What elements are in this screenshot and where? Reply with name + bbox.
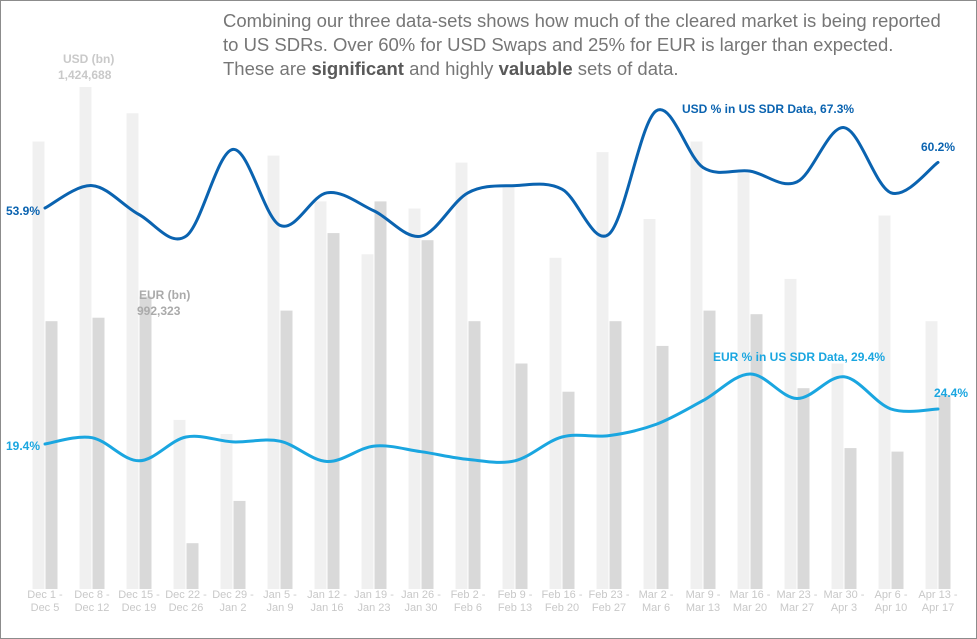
usd-bar-11: [502, 187, 515, 590]
usd-bar-18: [831, 363, 844, 589]
eur-bar-5: [233, 500, 246, 589]
eur-bar-7: [327, 233, 340, 589]
eur-bar-4: [186, 543, 199, 589]
usd-bar-20: [925, 321, 938, 589]
usd-bar-9: [408, 208, 421, 589]
usd-bar-6: [267, 155, 280, 589]
eur-bar-20: [938, 395, 951, 589]
usd-bar-3: [126, 113, 139, 590]
usd-bar-8: [361, 254, 374, 590]
eur-pct-line: [43, 372, 940, 464]
x-tick-label-1: Dec 1 -Dec 5: [27, 589, 63, 614]
x-tick-label-11: Feb 9 -Feb 13: [498, 589, 533, 614]
x-tick-label-12: Feb 16 -Feb 20: [542, 589, 583, 614]
caption-part-1: Combining our three data-sets shows how …: [223, 10, 941, 79]
eur-bar-19: [891, 451, 904, 589]
x-tick-label-4: Dec 22 -Dec 26: [165, 589, 207, 614]
x-tick-label-18: Mar 30 -Apr 3: [824, 589, 865, 614]
eur-bar-14: [656, 345, 669, 589]
x-tick-label-20: Apr 13 -Apr 17: [918, 589, 957, 614]
usd-bar-16: [737, 173, 750, 589]
eur-bar-15: [703, 310, 716, 589]
usd-line-end-label: 60.2%: [921, 140, 955, 154]
x-tick-label-7: Jan 12 -Jan 16: [307, 589, 347, 614]
usd-bar-peak-value: 1,424,688: [58, 68, 112, 82]
bar-layer: [32, 87, 951, 590]
eur-bar-11: [515, 363, 528, 589]
eur-bar-3: [139, 296, 152, 589]
eur-bar-18: [844, 448, 857, 589]
usd-bar-12: [549, 257, 562, 589]
eur-bar-13: [609, 321, 622, 589]
usd-bar-15: [690, 141, 703, 589]
x-tick-label-15: Mar 9 -Mar 13: [686, 589, 721, 614]
eur-bar-1: [45, 321, 58, 589]
chart-caption: Combining our three data-sets shows how …: [223, 9, 943, 81]
usd-bar-1: [32, 141, 45, 589]
usd-bar-2: [79, 87, 92, 589]
usd-bar-7: [314, 201, 327, 589]
eur-bar-6: [280, 310, 293, 589]
x-tick-label-19: Apr 6 -Apr 10: [874, 589, 907, 614]
eur-line-end-label: 24.4%: [934, 386, 968, 400]
x-tick-label-6: Jan 5 -Jan 9: [263, 589, 297, 614]
x-tick-label-8: Jan 19 -Jan 23: [354, 589, 394, 614]
x-tick-label-5: Dec 29 -Jan 2: [212, 589, 254, 614]
x-tick-label-2: Dec 8 -Dec 12: [74, 589, 110, 614]
usd-bar-5: [220, 434, 233, 589]
x-tick-label-13: Feb 23 -Feb 27: [589, 589, 630, 614]
eur-bar-10: [468, 321, 481, 589]
usd-bar-14: [643, 219, 656, 589]
eur-bar-17: [797, 388, 810, 589]
caption-bold-significant: significant: [311, 58, 404, 79]
usd-line-label: USD % in US SDR Data, 67.3%: [682, 102, 854, 116]
usd-bar-17: [784, 278, 797, 589]
x-tick-label-9: Jan 26 -Jan 30: [401, 589, 441, 614]
x-tick-label-3: Dec 15 -Dec 19: [118, 589, 160, 614]
usd-bar-label: USD (bn): [63, 52, 114, 66]
eur-bar-12: [562, 391, 575, 589]
x-tick-label-14: Mar 2 -Mar 6: [639, 589, 674, 614]
usd-line-start-label: 53.9%: [6, 204, 40, 218]
x-tick-label-16: Mar 16 -Mar 20: [730, 589, 771, 614]
annotations: USD (bn) 1,424,688 EUR (bn) 992,323 USD …: [6, 52, 968, 453]
usd-bar-13: [596, 152, 609, 589]
eur-bar-16: [750, 314, 763, 589]
eur-bar-8: [374, 201, 387, 589]
x-tick-label-10: Feb 2 -Feb 6: [451, 589, 486, 614]
eur-bar-9: [421, 240, 434, 589]
caption-bold-valuable: valuable: [498, 58, 573, 79]
usd-pct-line: [43, 108, 940, 241]
caption-part-3: sets of data.: [572, 58, 679, 79]
usd-bar-10: [455, 162, 468, 589]
x-tick-label-17: Mar 23 -Mar 27: [777, 589, 818, 614]
usd-bar-19: [878, 215, 891, 589]
eur-bar-2: [92, 317, 105, 589]
eur-line-start-label: 19.4%: [6, 439, 40, 453]
line-layer: [43, 108, 940, 464]
usd-bar-4: [173, 419, 186, 589]
eur-line-label: EUR % in US SDR Data, 29.4%: [713, 350, 885, 364]
caption-part-2: and highly: [403, 58, 499, 79]
eur-bar-label: EUR (bn): [139, 288, 190, 302]
eur-bar-value: 992,323: [137, 304, 181, 318]
